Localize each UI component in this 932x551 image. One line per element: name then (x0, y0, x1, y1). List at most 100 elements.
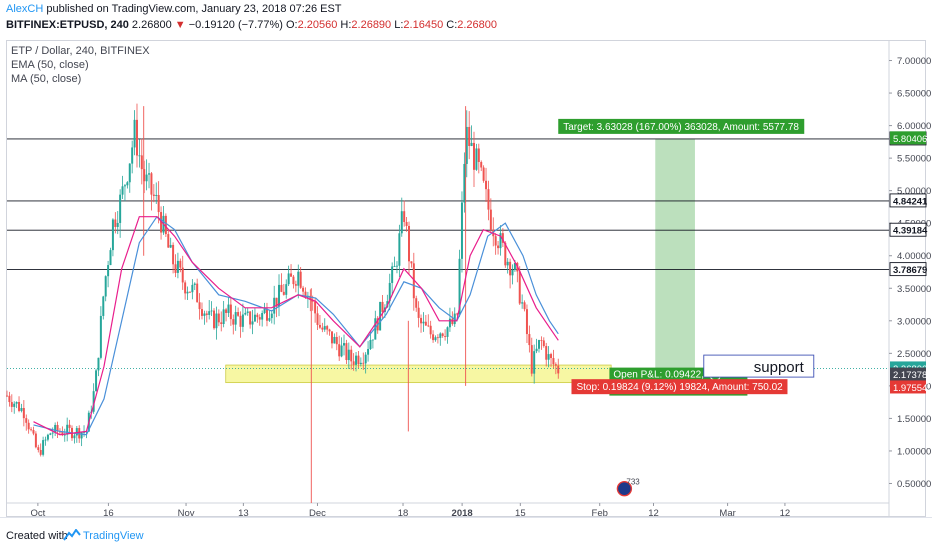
candle-body (176, 260, 179, 273)
axis-price-box (890, 131, 926, 145)
legend-ma[interactable]: MA (50, close) (11, 73, 82, 85)
candle-body (116, 222, 119, 227)
candle-body (92, 391, 95, 412)
ema-line[interactable] (33, 216, 559, 436)
candle-body (333, 336, 336, 344)
down-triangle-icon: ▼ (174, 19, 186, 31)
time-tick-label: 12 (780, 508, 791, 517)
legend-ema[interactable]: EMA (50, close) (11, 59, 89, 71)
candle-body (244, 312, 247, 315)
candle-body (393, 266, 396, 267)
candle-body (37, 447, 40, 450)
candle-body (42, 440, 45, 455)
candle-body (290, 273, 293, 277)
candle-body (225, 309, 228, 313)
candle-body (487, 189, 490, 210)
change-value: −0.19120 (−7.77%) (188, 19, 283, 31)
candle-body (410, 261, 413, 264)
candle-body (485, 180, 488, 190)
candle-body (468, 126, 471, 146)
candle-body (528, 334, 531, 346)
candle-body (540, 340, 543, 341)
stop-label-box (571, 379, 788, 395)
us-flag-event-icon[interactable] (616, 480, 633, 497)
candle-body (328, 329, 331, 332)
candle-body (263, 308, 266, 314)
candle-body (294, 284, 297, 286)
candle-body (282, 291, 285, 295)
candle-body (299, 271, 302, 288)
candle-body (75, 428, 78, 436)
candle-body (369, 340, 372, 350)
candle-body (234, 312, 237, 325)
candle-body (359, 362, 362, 364)
event-badge-text: 733 (626, 478, 640, 487)
candle-body (494, 236, 497, 246)
candle-body (439, 333, 442, 338)
price-tick-label: 1.50000 (897, 414, 931, 425)
author-link[interactable]: AlexCH (6, 3, 44, 15)
candle-body (200, 309, 203, 316)
candle-body (49, 433, 52, 435)
candle-body (537, 340, 540, 349)
candle-body (521, 302, 524, 304)
candle-body (251, 321, 254, 325)
price-tick-label: 1.00000 (897, 446, 931, 457)
candle-body (30, 429, 33, 431)
candle-body (304, 291, 307, 298)
candle-body (278, 284, 281, 307)
candle-body (54, 424, 57, 433)
candle-body (475, 148, 478, 170)
candle-body (131, 147, 134, 164)
candle-body (66, 424, 69, 435)
price-tick-label: 2.50000 (897, 349, 931, 360)
candle-body (287, 273, 290, 285)
candle-body (480, 162, 483, 168)
time-tick-label: 15 (515, 508, 526, 517)
support-text-box[interactable] (703, 354, 815, 378)
candle-body (506, 261, 509, 266)
candle-body (345, 343, 348, 361)
candle-body (504, 242, 507, 266)
candle-body (273, 297, 276, 314)
candle-body (121, 186, 124, 195)
candle-body (391, 266, 394, 283)
price-chart[interactable]: 0.500001.000001.500002.000002.500003.000… (0, 0, 932, 517)
chart-frame[interactable] (6, 40, 926, 517)
candle-body (323, 326, 326, 330)
target-zone[interactable] (655, 138, 695, 369)
candle-body (432, 334, 435, 341)
candle-body (191, 284, 194, 293)
candle-body (198, 302, 201, 310)
candle-body (434, 337, 437, 341)
candle-body (415, 298, 418, 308)
candle-body (123, 185, 126, 187)
candle-body (446, 327, 449, 337)
candle-body (215, 313, 218, 329)
level-price-box (889, 262, 927, 277)
candle-body (340, 345, 343, 357)
candle-body (241, 314, 244, 327)
candle-body (408, 225, 411, 262)
candle-body (213, 310, 216, 329)
candle-body (107, 265, 110, 277)
candle-body (509, 261, 512, 276)
candle-body (482, 167, 485, 181)
candle-body (83, 432, 86, 433)
candle-body (193, 283, 196, 285)
tradingview-brand[interactable]: TradingView (83, 530, 144, 542)
level-price-label: 4.39184 (893, 226, 928, 237)
symbol-label[interactable]: BITFINEX:ETPUSD, 240 (6, 19, 129, 31)
chart-legend: ETP / Dollar, 240, BITFINEX EMA (50, clo… (11, 44, 150, 86)
candle-body (261, 313, 264, 320)
candle-body (208, 311, 211, 315)
axis-price-label: 5.80406 (893, 134, 927, 145)
candle-body (280, 284, 283, 292)
chart-header: AlexCH published on TradingView.com, Jan… (0, 0, 932, 36)
ma-line[interactable] (33, 215, 559, 436)
candle-body (417, 307, 420, 318)
candle-body (533, 351, 536, 374)
candle-body (309, 295, 312, 301)
candle-body (32, 430, 35, 434)
candle-body (135, 119, 138, 156)
